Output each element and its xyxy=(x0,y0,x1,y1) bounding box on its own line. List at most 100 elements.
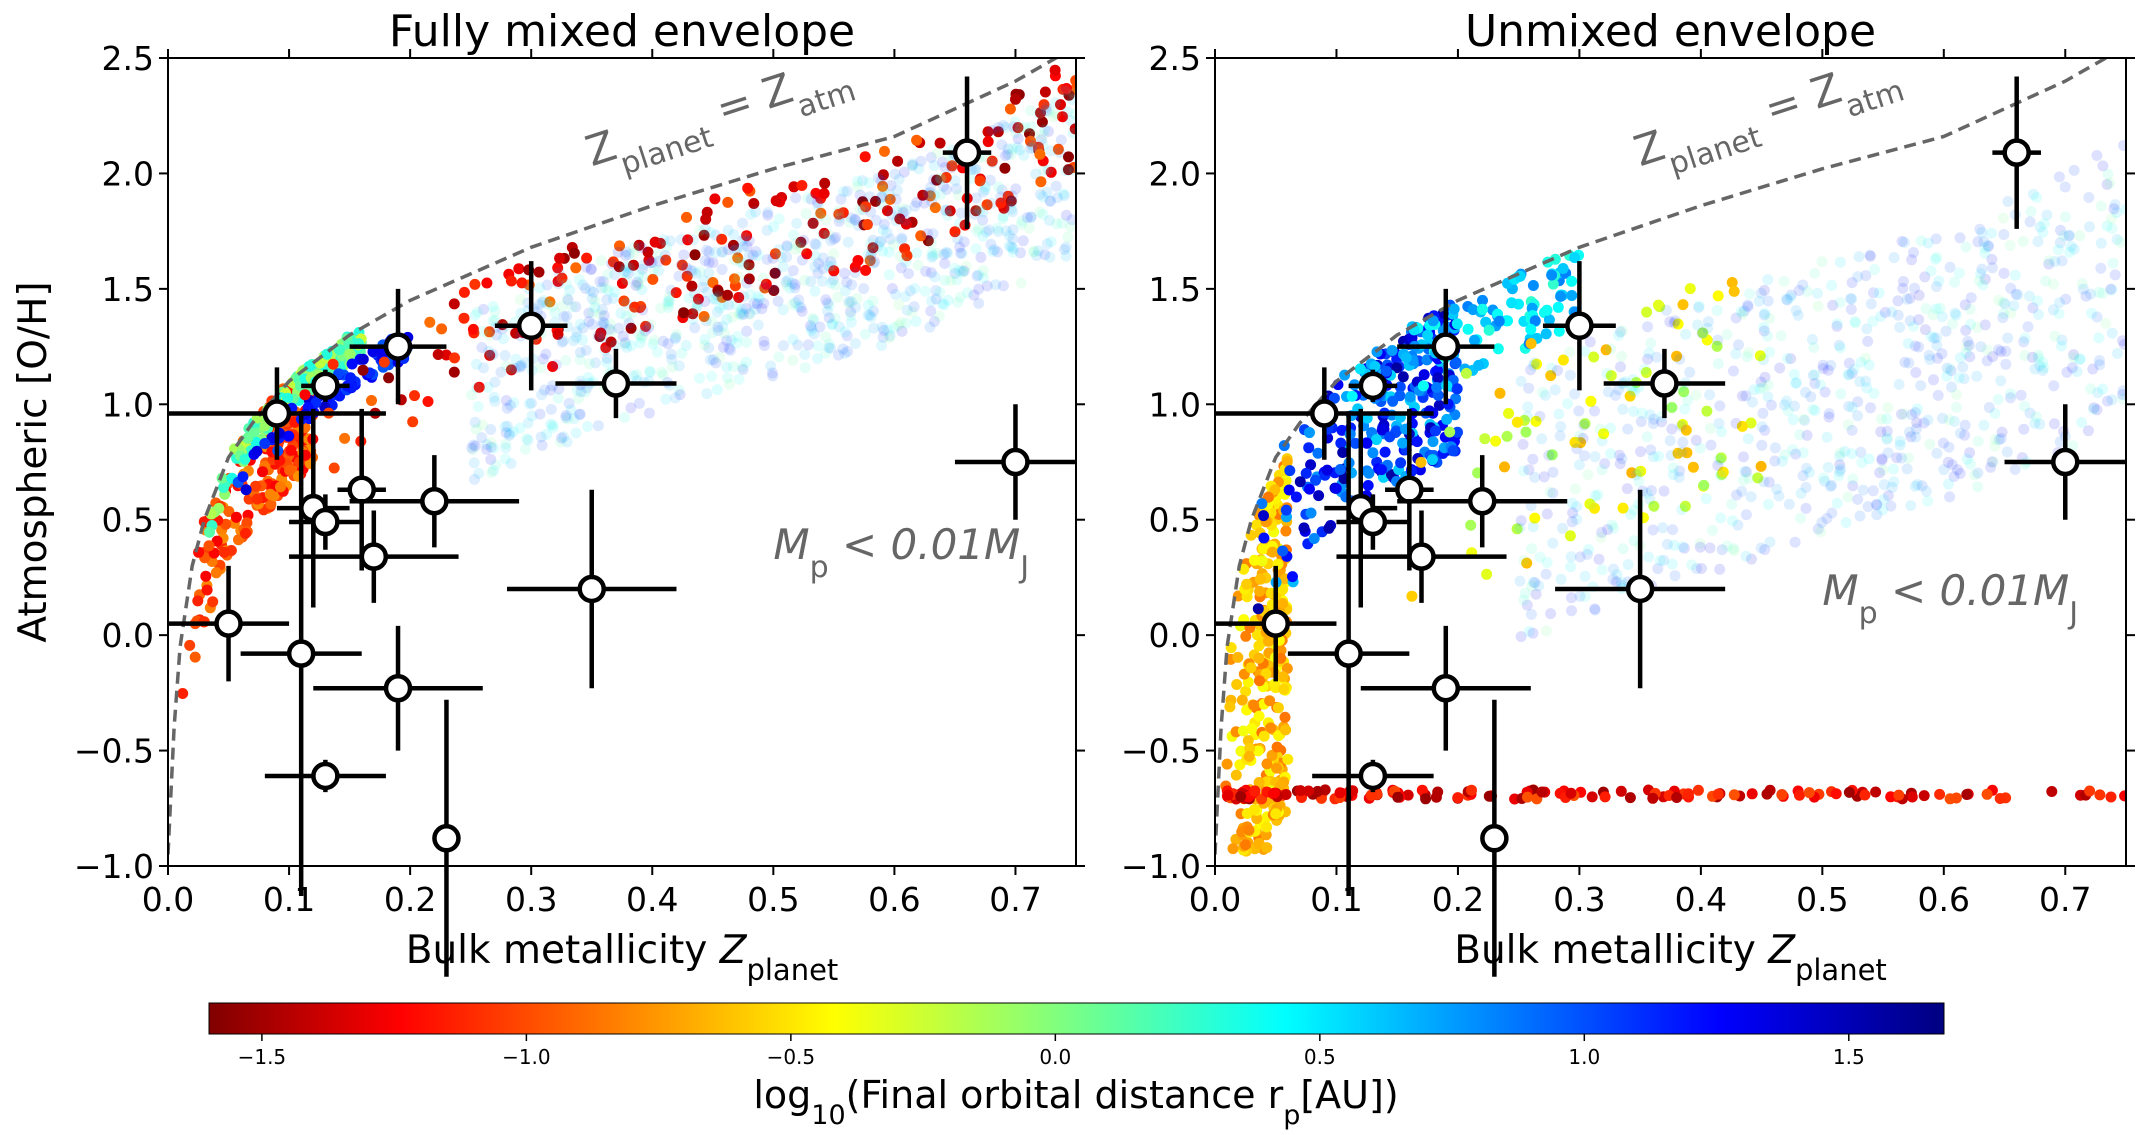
scatter-point xyxy=(676,347,688,359)
scatter-point xyxy=(1747,396,1758,408)
scatter-point xyxy=(1746,788,1758,800)
chart-title: Unmixed envelope xyxy=(1465,6,1876,57)
scatter-point xyxy=(1016,215,1028,227)
scatter-point xyxy=(505,275,517,287)
scatter-point xyxy=(1881,432,1893,444)
scatter-point xyxy=(1010,93,1021,105)
scatter-point xyxy=(1897,282,1909,294)
scatter-point xyxy=(1961,789,1973,800)
scatter-point xyxy=(931,147,943,159)
scatter-point xyxy=(822,305,833,317)
scatter-point xyxy=(617,330,629,342)
scatter-point xyxy=(857,175,868,187)
scatter-point xyxy=(1554,430,1566,442)
scatter-point xyxy=(1483,324,1495,336)
scatter-point xyxy=(1762,330,1774,342)
scatter-point xyxy=(1529,315,1541,327)
observed-planet xyxy=(1397,288,1495,405)
scatter-point xyxy=(984,174,996,186)
scatter-point xyxy=(1704,389,1716,401)
scatter-point xyxy=(992,126,1004,138)
scatter-point xyxy=(845,310,857,322)
scatter-point xyxy=(970,205,982,217)
observed-planet xyxy=(1542,261,1616,391)
scatter-point xyxy=(1647,792,1659,804)
scatter-point xyxy=(1268,787,1280,799)
scatter-point xyxy=(1427,454,1438,466)
scatter-point xyxy=(999,150,1011,162)
scatter-point xyxy=(694,266,706,278)
scatter-point xyxy=(1865,402,1876,414)
x-axis-label-symbol: Z xyxy=(719,928,748,973)
scatter-point xyxy=(2106,327,2118,339)
scatter-point xyxy=(339,432,351,444)
y-tick-label: 1.0 xyxy=(1149,385,1201,424)
scatter-point xyxy=(2005,307,2017,319)
scatter-point xyxy=(2068,352,2080,364)
scatter-point xyxy=(1938,464,1950,476)
scatter-point xyxy=(558,311,570,323)
scatter-point xyxy=(1519,587,1531,599)
scatter-point xyxy=(845,296,857,308)
scatter-point xyxy=(944,205,956,217)
scatter-point xyxy=(535,362,547,374)
scatter-point xyxy=(1523,626,1535,637)
scatter-point xyxy=(1989,407,2001,419)
scatter-point xyxy=(1846,424,1858,436)
scatter-point xyxy=(491,329,502,341)
y-tick-label: −1.0 xyxy=(1121,847,1201,886)
scatter-point xyxy=(1059,244,1070,255)
scatter-point xyxy=(469,440,481,452)
scatter-point xyxy=(510,353,522,365)
scatter-point xyxy=(1585,395,1597,407)
scatter-point xyxy=(597,316,609,328)
scatter-point xyxy=(2059,211,2071,223)
scatter-point xyxy=(473,467,485,479)
scatter-point xyxy=(925,181,936,193)
scatter-point xyxy=(956,248,968,259)
scatter-point xyxy=(595,327,607,339)
scatter-point xyxy=(547,422,559,434)
scatter-point xyxy=(1860,352,1871,364)
scatter-point xyxy=(1736,485,1748,497)
scatter-point xyxy=(620,311,632,323)
scatter-point xyxy=(504,399,516,411)
scatter-point xyxy=(1853,251,1865,263)
scatter-point xyxy=(1052,192,1063,204)
scatter-point xyxy=(820,294,832,306)
scatter-point xyxy=(2024,216,2036,228)
scatter-point xyxy=(1589,604,1601,616)
x-tick-label: 0.6 xyxy=(868,880,920,919)
scatter-point xyxy=(1248,699,1260,711)
scatter-point xyxy=(1995,375,2007,387)
scatter-point xyxy=(1762,498,1774,510)
scatter-point xyxy=(1060,241,1072,253)
scatter-point xyxy=(596,304,608,315)
scatter-point xyxy=(1684,283,1696,295)
scatter-point xyxy=(2038,362,2050,374)
scatter-point xyxy=(1871,509,1883,521)
scatter-point xyxy=(1283,484,1295,496)
panel-fully-mixed: 0.0 0.1 0.2 0.3 0.4 0.5 0.6 0.7−1.0−0.50.00.51.… xyxy=(11,6,1085,987)
scatter-point xyxy=(958,236,970,248)
scatter-point xyxy=(472,401,484,412)
scatter-point xyxy=(1056,217,1068,229)
scatter-point xyxy=(892,319,904,331)
scatter-point xyxy=(742,182,754,194)
scatter-point xyxy=(1566,290,1578,301)
scatter-point xyxy=(1404,391,1416,403)
scatter-point xyxy=(579,386,591,398)
scatter-point xyxy=(1534,551,1546,563)
scatter-point xyxy=(1964,351,1976,363)
scatter-point xyxy=(1862,335,1874,347)
scatter-point xyxy=(1998,267,2010,279)
scatter-point xyxy=(860,264,872,276)
scatter-point xyxy=(2071,366,2083,377)
scatter-point xyxy=(1835,388,1847,400)
scatter-point xyxy=(513,263,525,275)
scatter-point xyxy=(1852,396,1864,408)
scatter-point xyxy=(1521,557,1533,569)
scatter-point xyxy=(1549,384,1561,396)
scatter-point xyxy=(849,267,861,279)
x-tick-label: 0.3 xyxy=(505,880,557,919)
